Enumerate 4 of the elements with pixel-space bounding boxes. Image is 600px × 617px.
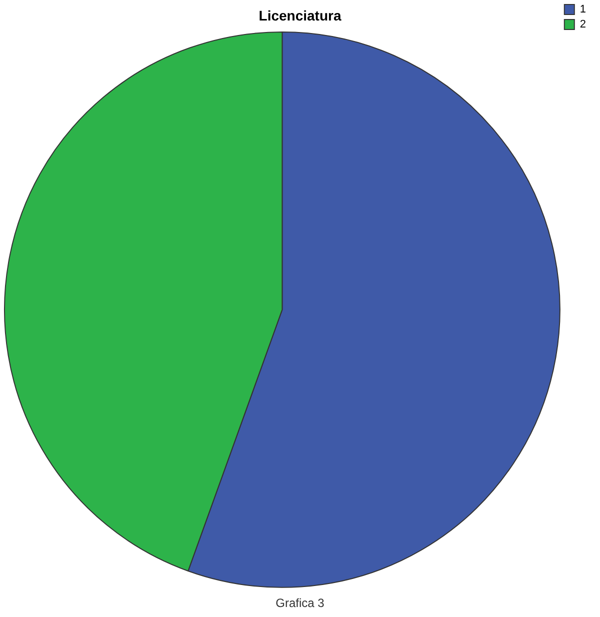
text: Grafica 3 [276,596,325,610]
legend-label: 1 [580,4,586,16]
chart-title: Licenciatura [258,7,342,24]
legend-label: 2 [580,18,586,31]
